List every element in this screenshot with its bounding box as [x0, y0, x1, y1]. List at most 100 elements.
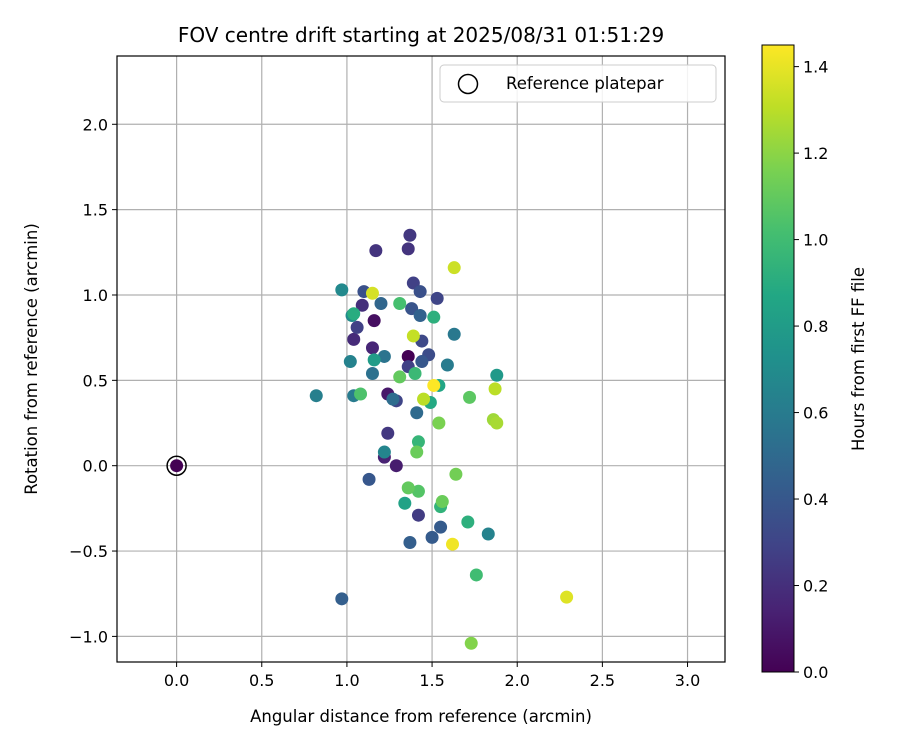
chart-title: FOV centre drift starting at 2025/08/31 … — [178, 23, 664, 47]
scatter-point — [335, 592, 349, 606]
x-tick-label: 0.0 — [164, 671, 189, 690]
scatter-point — [367, 314, 381, 328]
scatter-point — [355, 298, 369, 312]
scatter-point — [432, 416, 446, 430]
colorbar: 0.0 0.2 0.4 0.6 0.8 1.0 1.2 1.4 Hours from firs… — [761, 44, 868, 682]
y-tick-label: 0.0 — [83, 457, 108, 476]
colorbar-ticks: 0.0 0.2 0.4 0.6 0.8 1.0 1.2 1.4 — [794, 58, 828, 682]
scatter-point — [362, 472, 376, 486]
scatter-point — [440, 358, 454, 372]
legend: Reference platepar — [439, 64, 717, 103]
colorbar-tick-label: 0.6 — [803, 404, 828, 423]
y-axis-ticks: −1.0 −0.5 0.0 0.5 1.0 1.5 2.0 — [69, 115, 117, 646]
grid — [117, 56, 725, 662]
colorbar-tick-label: 0.4 — [803, 490, 828, 509]
scatter-point — [560, 590, 574, 604]
scatter-point — [386, 392, 400, 406]
scatter-point — [369, 244, 383, 258]
reference-point-dot — [170, 459, 184, 473]
y-tick-label: 1.0 — [83, 286, 108, 305]
scatter-point — [365, 286, 379, 300]
legend-marker-icon — [457, 73, 479, 95]
scatter-point — [425, 530, 439, 544]
scatter-point — [463, 390, 477, 404]
scatter-point — [377, 445, 391, 459]
scatter-point — [417, 392, 431, 406]
colorbar-tick-label: 1.0 — [803, 231, 828, 250]
scatter-point — [449, 467, 463, 481]
scatter-point — [447, 261, 461, 275]
colorbar-tick-label: 0.8 — [803, 317, 828, 336]
y-tick-label: 2.0 — [83, 115, 108, 134]
scatter-point — [347, 307, 361, 321]
scatter-point — [430, 291, 444, 305]
colorbar-tick-label: 0.2 — [803, 577, 828, 596]
scatter-point — [343, 355, 357, 369]
scatter-point — [481, 527, 495, 541]
x-axis-label: Angular distance from reference (arcmin) — [250, 707, 592, 726]
scatter-point — [381, 426, 395, 440]
scatter-point — [401, 242, 415, 256]
scatter-point — [411, 435, 425, 449]
colorbar-tick-label: 0.0 — [803, 663, 828, 682]
scatter-point — [403, 536, 417, 550]
scatter-point — [490, 416, 504, 430]
plot-frame — [116, 55, 726, 663]
scatter-point — [377, 349, 391, 363]
scatter-point — [490, 368, 504, 382]
scatter-point — [435, 495, 449, 509]
scatter-point — [461, 515, 475, 529]
scatter-point — [408, 367, 422, 381]
scatter-point — [365, 367, 379, 381]
colorbar-tick-label: 1.4 — [803, 58, 828, 77]
scatter-point — [410, 406, 424, 420]
scatter-point — [464, 636, 478, 650]
scatter-point — [309, 389, 323, 403]
scatter-point — [367, 353, 381, 367]
x-axis-ticks: 0.0 0.5 1.0 1.5 2.0 2.5 3.0 — [164, 662, 700, 690]
y-tick-label: −0.5 — [69, 542, 108, 561]
scatter-point — [411, 484, 425, 498]
scatter-point — [447, 327, 461, 341]
scatter-point — [427, 378, 441, 392]
scatter-point — [350, 320, 364, 334]
scatter-point — [335, 283, 349, 297]
x-tick-label: 2.0 — [504, 671, 529, 690]
legend-entry-reference: Reference platepar — [506, 74, 664, 93]
scatter-point — [374, 297, 388, 311]
scatter-point — [413, 308, 427, 322]
scatter-point — [427, 310, 441, 324]
colorbar-label: Hours from first FF file — [849, 267, 868, 451]
scatter-point — [347, 332, 361, 346]
scatter-point — [413, 285, 427, 299]
scatter-point — [488, 382, 502, 396]
scatter-point — [393, 370, 407, 384]
y-axis-label: Rotation from reference (arcmin) — [22, 223, 41, 495]
scatter-point — [446, 537, 460, 551]
scatter-point — [469, 568, 483, 582]
y-tick-label: 0.5 — [83, 371, 108, 390]
scatter-point — [406, 329, 420, 343]
x-tick-label: 1.5 — [419, 671, 444, 690]
reference-point-ring — [166, 455, 187, 476]
x-tick-label: 3.0 — [675, 671, 700, 690]
reference-point — [166, 455, 187, 476]
scatter-point — [354, 387, 368, 401]
x-tick-label: 2.5 — [590, 671, 615, 690]
scatter-point — [410, 445, 424, 459]
scatter-point — [434, 520, 448, 534]
colorbar-gradient — [761, 44, 795, 673]
scatter-point — [401, 481, 415, 495]
scatter-point — [365, 341, 379, 355]
scatter-point — [403, 228, 417, 242]
scatter-points — [309, 228, 574, 650]
scatter-point — [393, 297, 407, 311]
scatter-point — [415, 355, 429, 369]
x-tick-label: 0.5 — [249, 671, 274, 690]
scatter-point — [398, 496, 412, 510]
legend-box — [439, 64, 717, 103]
scatter-point — [401, 349, 415, 363]
y-tick-label: −1.0 — [69, 627, 108, 646]
colorbar-tick-label: 1.2 — [803, 144, 828, 163]
